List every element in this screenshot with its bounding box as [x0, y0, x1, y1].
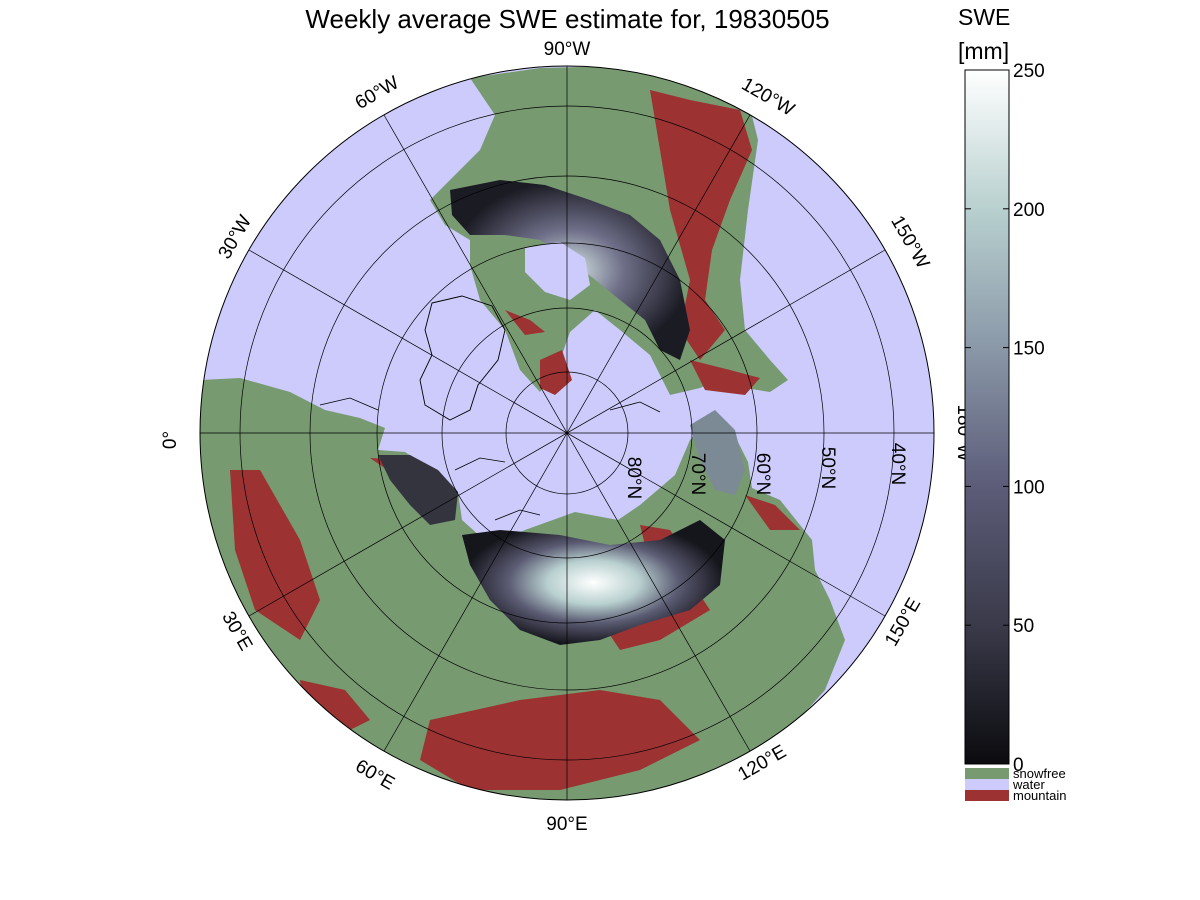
map-border	[199, 65, 935, 801]
category-label-mountain: mountain	[1013, 788, 1066, 803]
label-70n: 70°N	[687, 453, 708, 495]
label-90e: 90°E	[546, 814, 587, 835]
label-150w: 150°W	[886, 212, 933, 272]
label-80n: 80°N	[623, 457, 644, 499]
label-40n: 40°N	[887, 443, 908, 485]
hudson-bay-water	[525, 242, 590, 300]
colorbar-unit: [mm]	[958, 38, 1010, 64]
colorbar-tick-label: 250	[1013, 61, 1045, 82]
graticule	[200, 66, 934, 800]
label-0: 0°	[160, 431, 181, 449]
category-label-water: water	[1012, 777, 1045, 792]
colorbar-tick-label: 200	[1013, 200, 1045, 221]
label-60e: 60°E	[352, 756, 398, 795]
snow-field-kamchatka	[690, 410, 745, 495]
category-swatch-mountain	[965, 790, 1009, 801]
category-swatch-water	[965, 779, 1009, 790]
snow-field-eurasia	[462, 520, 725, 645]
colorbar-tick-label: 50	[1013, 616, 1034, 637]
label-50n: 50°N	[817, 447, 838, 489]
colorbar-tick-label: 150	[1013, 339, 1045, 360]
colorbar-title: SWE	[958, 4, 1011, 30]
category-label-snowfree: snowfree	[1013, 766, 1066, 781]
label-60w: 60°W	[352, 72, 403, 114]
label-90w: 90°W	[544, 39, 591, 60]
category-swatch-snowfree	[965, 768, 1009, 779]
label-60n: 60°N	[752, 453, 773, 495]
colorbar-ticks: 0 50 100 150 200 250	[965, 61, 1045, 776]
colorbar-scale	[964, 69, 1010, 765]
colorbar-tick-label: 100	[1013, 477, 1045, 498]
arctic-islands-outline	[319, 397, 661, 521]
snow-field-north-america	[450, 180, 690, 360]
map-title: Weekly average SWE estimate for, 1983050…	[305, 4, 830, 34]
colorbar-tick-label: 0	[1013, 755, 1024, 776]
map-area	[200, 66, 934, 800]
meridian-150w-30e	[248, 249, 886, 617]
